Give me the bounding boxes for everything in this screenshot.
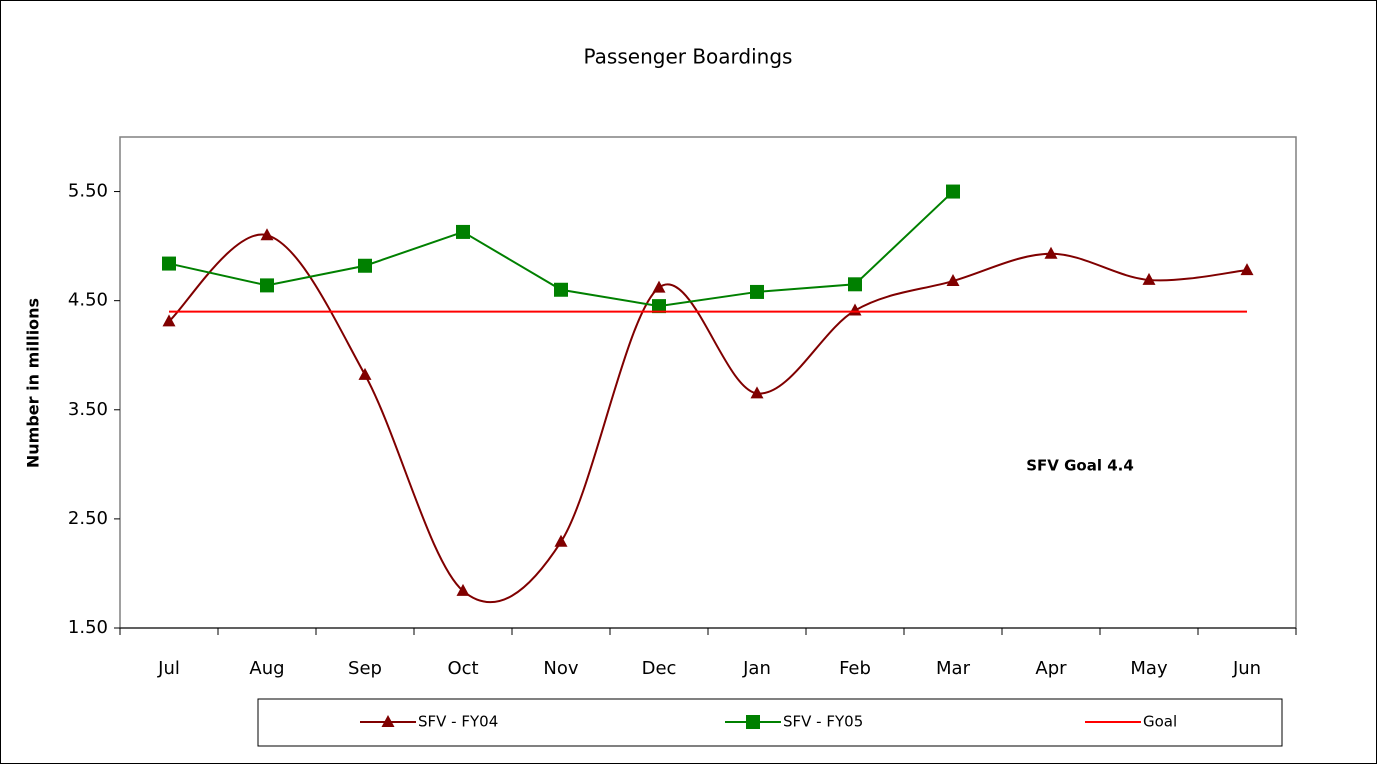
marker	[848, 277, 862, 292]
y-tick-label: 2.50	[68, 508, 108, 529]
marker	[946, 274, 960, 287]
marker	[162, 314, 176, 327]
marker	[358, 367, 372, 380]
marker	[1142, 272, 1156, 285]
annotation: SFV Goal 4.4	[1026, 457, 1134, 475]
x-tick-label: Feb	[839, 658, 871, 679]
x-tick-label: Jan	[742, 658, 771, 679]
x-tick-label: Jul	[157, 658, 180, 679]
marker	[750, 386, 764, 399]
x-tick-label: Mar	[936, 658, 971, 679]
marker	[1044, 246, 1058, 259]
x-tick-label: Apr	[1035, 658, 1067, 679]
legend-label: SFV - FY05	[783, 713, 863, 731]
marker	[554, 282, 568, 297]
marker	[381, 715, 395, 727]
marker	[456, 583, 470, 596]
legend-label: Goal	[1143, 713, 1177, 731]
marker	[652, 280, 666, 293]
marker	[750, 284, 764, 299]
x-tick-label: May	[1130, 658, 1168, 679]
x-tick-label: Sep	[348, 658, 382, 679]
x-tick-label: Jun	[1232, 658, 1261, 679]
x-tick-label: Dec	[642, 658, 677, 679]
y-tick-label: 1.50	[68, 617, 108, 638]
y-tick-label: 5.50	[68, 181, 108, 202]
marker	[946, 184, 960, 199]
marker	[554, 534, 568, 547]
legend-label: SFV - FY04	[418, 713, 498, 731]
marker	[260, 228, 274, 241]
marker	[746, 715, 760, 729]
y-tick-label: 3.50	[68, 399, 108, 420]
y-tick-label: 4.50	[68, 290, 108, 311]
marker	[652, 299, 666, 314]
marker	[456, 224, 470, 239]
y-axis-label: Number in millions	[24, 298, 43, 468]
x-tick-label: Nov	[543, 658, 578, 679]
marker	[260, 278, 274, 293]
marker	[358, 258, 372, 273]
marker	[1240, 263, 1254, 276]
x-tick-label: Aug	[249, 658, 284, 679]
chart-title: Passenger Boardings	[584, 45, 793, 69]
marker	[162, 256, 176, 271]
x-tick-label: Oct	[447, 658, 478, 679]
